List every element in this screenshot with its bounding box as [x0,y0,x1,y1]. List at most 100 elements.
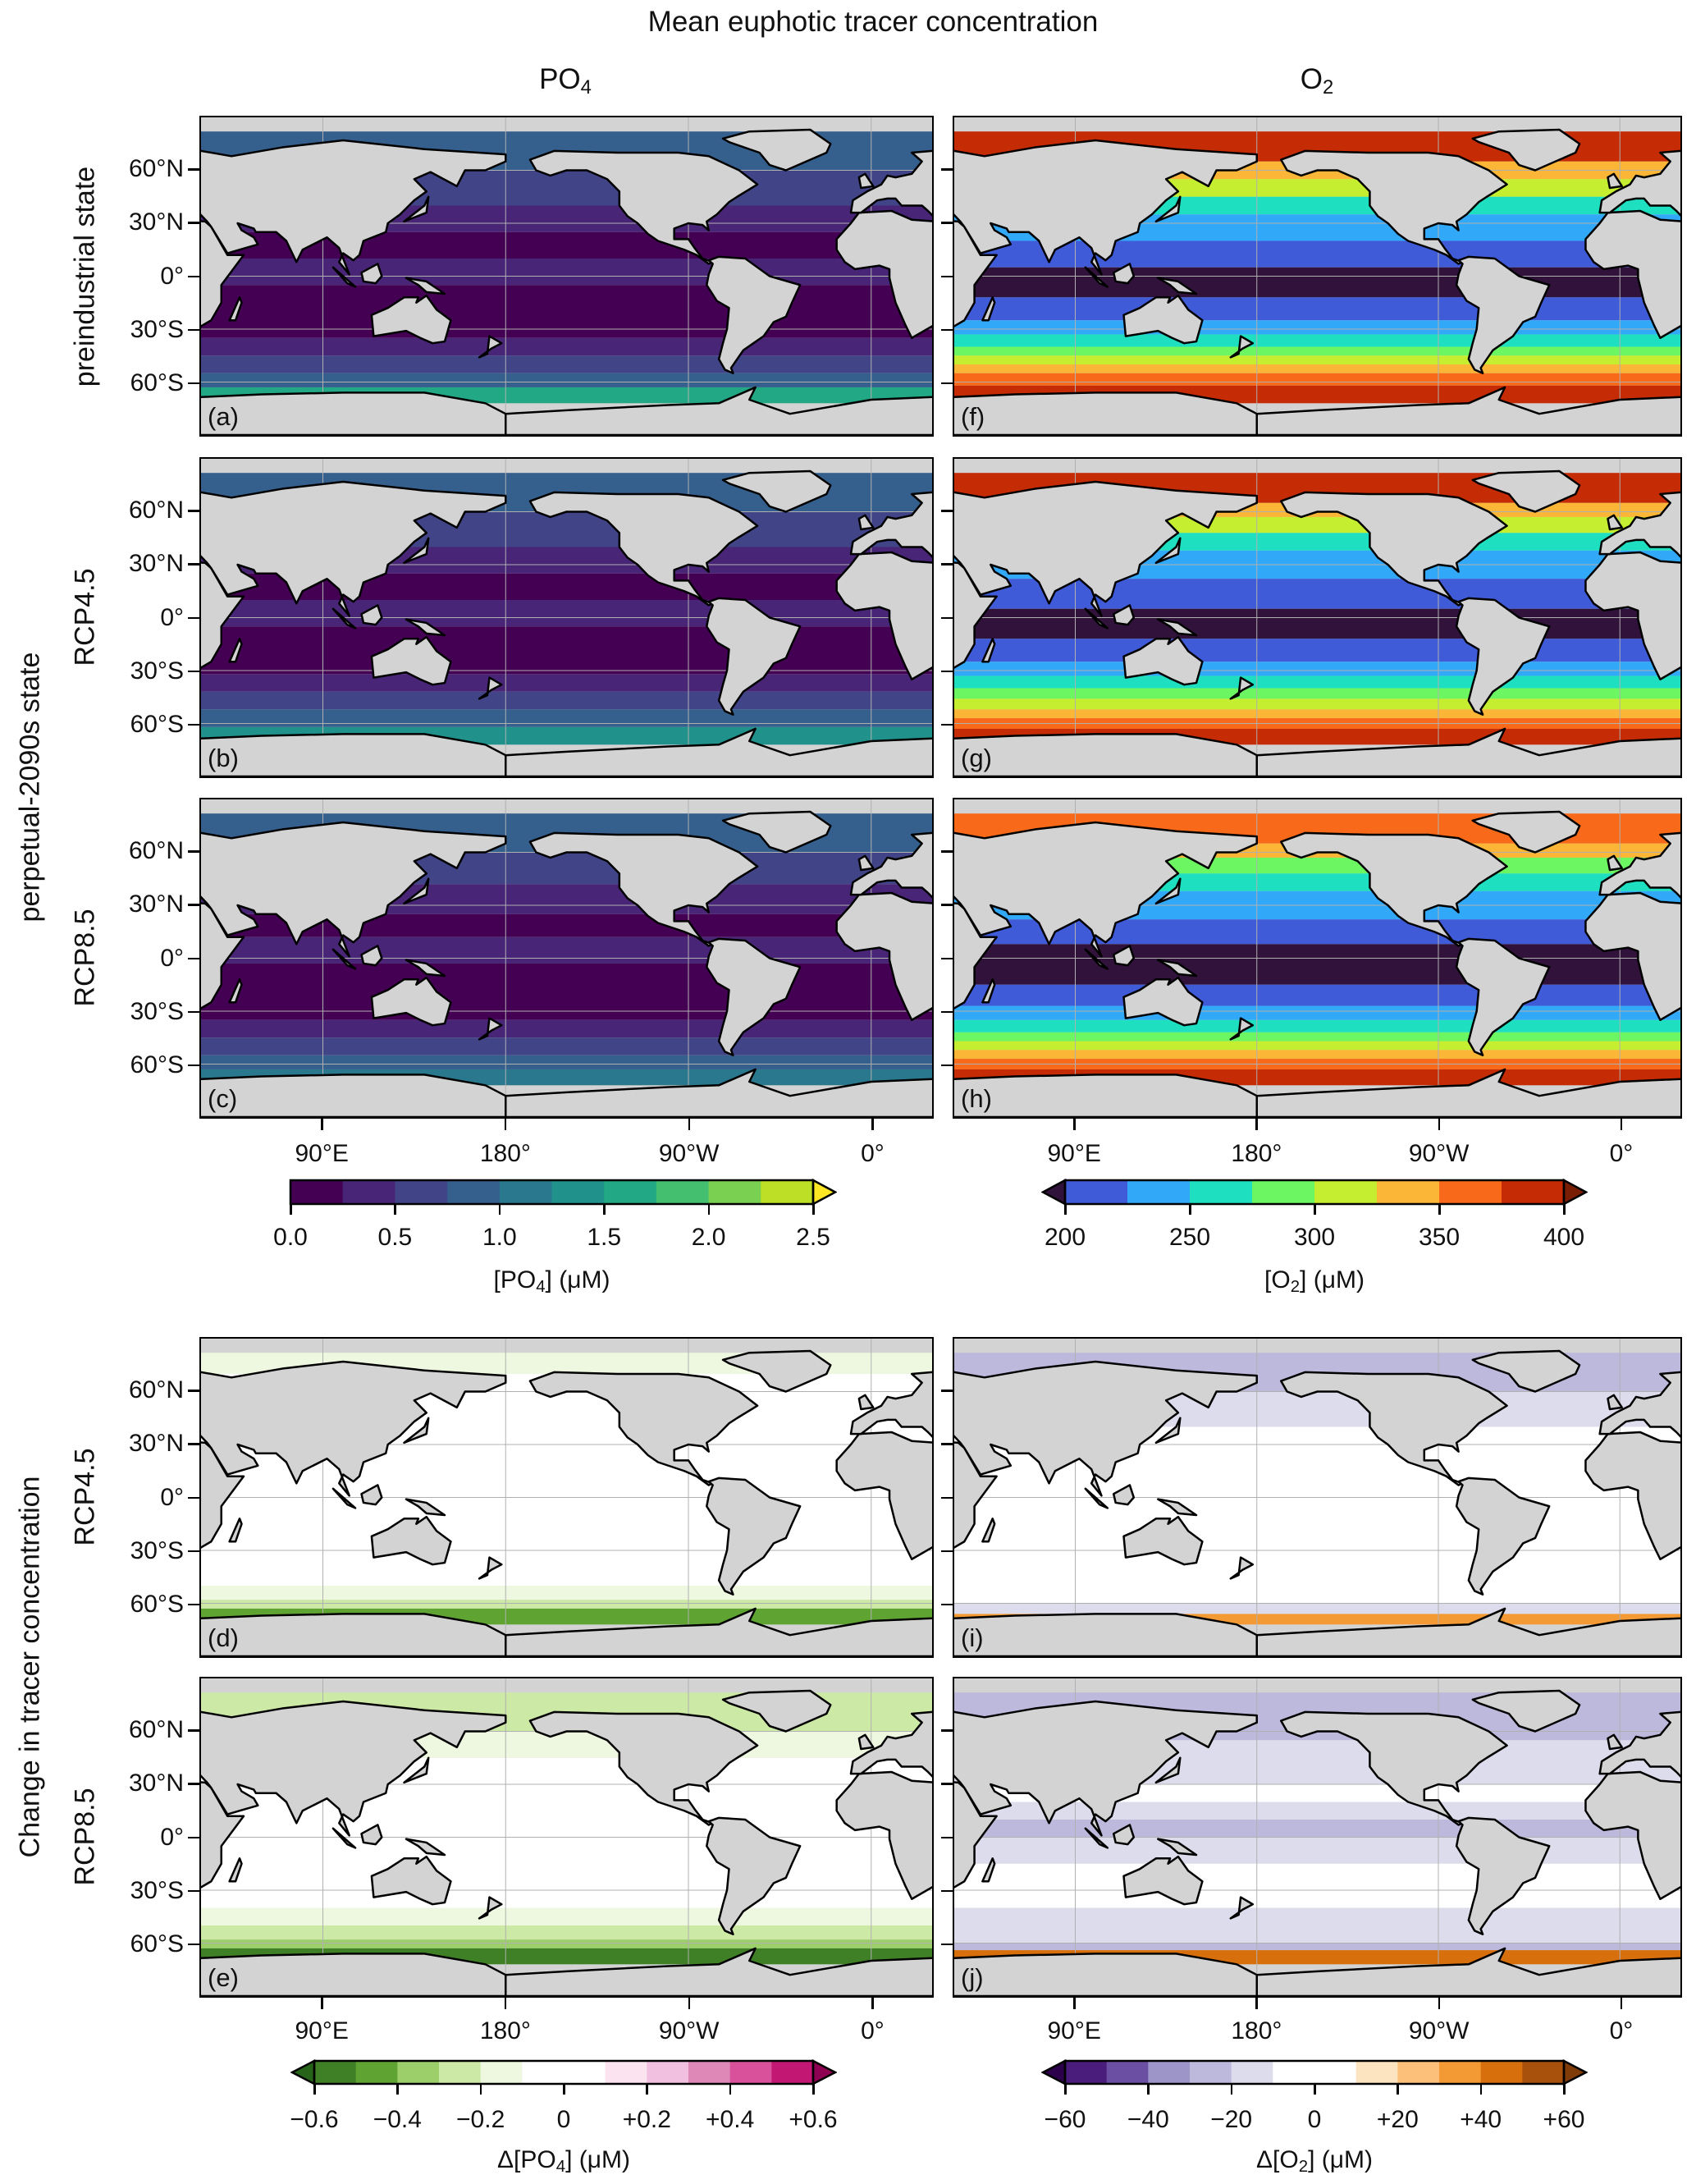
colorbar-bin [771,2061,814,2084]
landmass [530,833,757,946]
landmass [1086,1489,1108,1509]
landmass [405,1418,429,1443]
landmass [372,978,451,1025]
landmass [230,639,242,662]
lon-tick-label: 90°E [295,1140,349,1167]
colorbar-tick-mark [1314,1204,1316,1215]
landmass [723,130,830,170]
ocean-band [954,334,1680,347]
lat-tick-mark [941,563,953,565]
colorbar-extend-max [811,1179,837,1206]
lat-tick-label: 30°N [128,891,184,918]
figure-title: Mean euphotic tracer concentration [647,6,1099,38]
landmass [530,492,757,606]
lon-tick-label: 90°E [1047,1140,1101,1167]
landmass [954,729,1257,776]
lat-tick-mark [941,275,953,277]
colorbar-tick-mark [812,1204,815,1215]
ocean-band [954,688,1680,699]
colorbar-tick-mark [394,1204,396,1215]
colorbar-bin [1502,1180,1565,1204]
lat-tick-mark [941,1550,953,1553]
ocean-band [954,364,1680,373]
label-text: Δ[O [1256,2146,1299,2173]
lon-tick-mark [871,1998,874,2009]
lat-tick-label: 0° [160,603,184,631]
ocean-band [954,662,1680,676]
colorbar-bin [1106,2061,1149,2084]
colorbar-label: Δ[PO4] (μM) [497,2146,630,2175]
colorbar-label: [O2] (μM) [1264,1266,1365,1295]
lon-tick-mark [321,1119,323,1130]
landmass [1158,1839,1196,1855]
landmass [1585,211,1680,338]
colorbar-tick-mark [1230,2084,1233,2095]
landmass [1585,552,1680,680]
ocean-band [201,1037,932,1055]
colorbar-bin [1273,2061,1315,2084]
landmass [372,1517,451,1564]
landmass [837,1772,932,1899]
colorbar-bin [355,2061,398,2084]
label-text: ] (μM) [565,2146,630,2173]
colorbar-tick-mark [290,1204,292,1215]
colorbar-tick-mark [1314,2084,1316,2095]
map-panel-g: (g) [953,457,1682,778]
landmass [1473,471,1579,511]
landmass [1456,257,1549,373]
lat-tick-label: 60°N [128,1376,184,1404]
lon-tick-label: 90°E [295,2017,349,2044]
ocean-band [954,346,1680,356]
colorbar-tick-label: 300 [1293,1224,1336,1251]
colorbar-bin [688,2061,731,2084]
ocean-band [954,984,1680,1006]
lon-tick-label: 180° [479,1140,531,1167]
landmass [1456,1818,1549,1934]
colorbar-bin [439,2061,482,2084]
header-text: O [1300,63,1323,95]
colorbar-tick-label: +20 [1376,2106,1419,2133]
ocean-band [954,1032,1680,1042]
landmass [406,1499,445,1515]
landmass [954,1362,1257,1495]
colorbar-tick-label: −20 [1210,2106,1253,2133]
colorbar-bin [1355,2061,1398,2084]
landmass [405,197,429,222]
map-panel-c: (c) [199,798,934,1119]
landmass [1231,1019,1253,1040]
landmass [954,1701,1257,1835]
landmass [954,1069,1257,1117]
lon-tick-label: 90°W [1408,1140,1470,1167]
landmass [201,1432,244,1559]
landmass [201,1948,505,1996]
landmass [362,605,382,625]
landmass [406,1839,445,1855]
lat-tick-mark [941,670,953,673]
landmass [954,1772,997,1899]
label-text: Δ[PO [497,2146,556,2173]
landmass [706,257,800,373]
lat-tick-mark [941,1943,953,1946]
colorbar-tick-mark [707,1204,711,1215]
ocean-band [201,259,932,286]
ocean-band [954,1802,1680,1820]
lon-tick-mark [321,1998,323,2009]
landmass [837,552,932,680]
ocean-band [954,373,1680,386]
lon-tick-mark [504,1119,507,1130]
landmass [954,387,1257,435]
map-panel-i: (i) [953,1337,1682,1658]
lon-tick-label: 180° [479,2017,531,2044]
lat-tick-mark [188,168,199,171]
lat-tick-mark [188,1550,199,1553]
landmass [1158,960,1196,976]
landmass [1473,130,1579,170]
landmass [1608,1735,1622,1749]
map-panel-h: (h) [953,798,1682,1119]
lon-tick-label: 90°W [658,1140,720,1167]
colorbar-tick-label: 1.0 [482,1224,517,1251]
lon-tick-mark [1620,1119,1623,1130]
lat-tick-mark [188,1496,199,1499]
map [201,1339,932,1656]
colorbar-tick-label: 2.0 [691,1224,726,1251]
